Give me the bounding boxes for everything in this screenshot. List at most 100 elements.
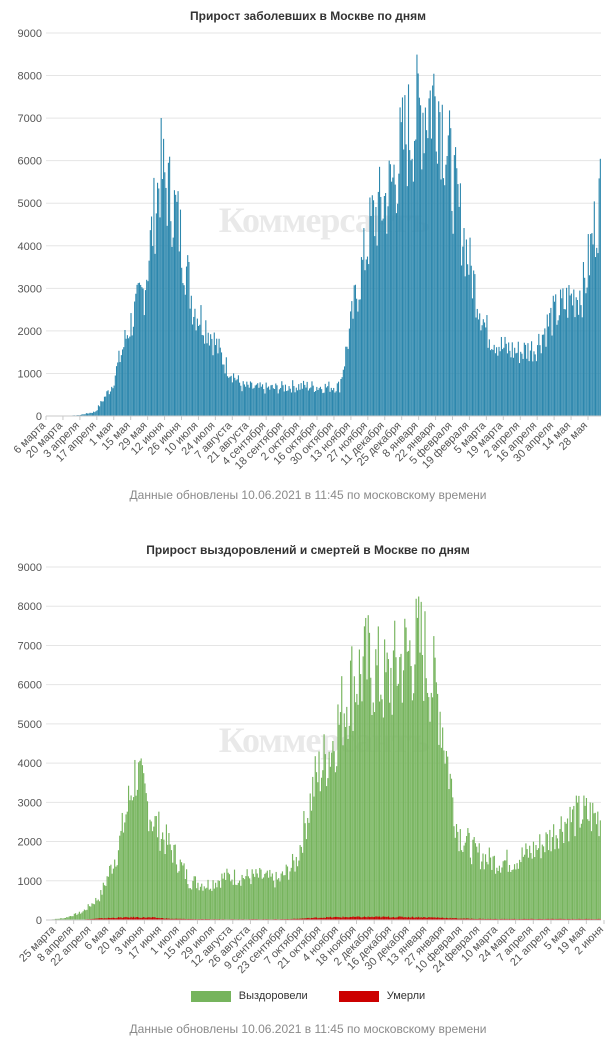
- y-tick-label: 1000: [18, 368, 42, 380]
- bar-cases: [289, 388, 291, 416]
- bar-deaths: [413, 917, 415, 920]
- bar-cases: [324, 383, 326, 416]
- bar-recovered: [69, 916, 72, 920]
- bar-deaths: [372, 917, 374, 920]
- bar-deaths: [466, 918, 468, 920]
- bar-cases: [248, 387, 250, 416]
- bar-recovered: [115, 866, 117, 920]
- bar-cases: [90, 412, 92, 416]
- bar-recovered: [308, 822, 310, 920]
- bar-recovered: [256, 873, 258, 920]
- bar-recovered: [257, 877, 260, 920]
- bar-deaths: [437, 917, 439, 920]
- bar-cases: [491, 349, 493, 416]
- bar-deaths: [445, 917, 448, 920]
- bar-cases: [590, 233, 592, 416]
- bar-cases: [190, 295, 192, 416]
- bar-recovered: [261, 878, 263, 920]
- bar-recovered: [595, 824, 598, 920]
- bar-deaths: [160, 918, 162, 920]
- bar-recovered: [111, 873, 113, 920]
- bar-deaths: [386, 917, 388, 920]
- bar-cases: [403, 149, 405, 417]
- bar-recovered: [445, 750, 448, 920]
- bar-cases: [574, 317, 576, 416]
- legend-item-deaths[interactable]: Умерли: [338, 990, 425, 1002]
- bar-cases: [440, 179, 442, 416]
- bar-recovered: [250, 884, 252, 920]
- bar-recovered: [569, 806, 571, 920]
- bar-deaths: [439, 917, 441, 920]
- bar-cases: [322, 393, 324, 416]
- bar-deaths: [124, 917, 126, 920]
- bar-recovered: [290, 867, 292, 920]
- bar-cases: [572, 305, 574, 416]
- bar-deaths: [438, 917, 440, 920]
- bar-deaths: [460, 918, 463, 920]
- bar-deaths: [392, 916, 395, 920]
- bar-cases: [539, 345, 541, 416]
- bar-deaths: [385, 916, 387, 920]
- bar-recovered: [72, 916, 74, 920]
- legend-item-recovered[interactable]: Выздоровели: [190, 990, 308, 1002]
- bar-cases: [370, 215, 372, 416]
- bar-cases: [138, 282, 141, 416]
- bar-cases: [333, 387, 335, 416]
- bar-recovered: [342, 745, 344, 920]
- bar-recovered: [500, 872, 502, 920]
- bar-cases: [385, 193, 387, 416]
- bar-recovered: [397, 683, 400, 920]
- bar-recovered: [588, 820, 590, 920]
- bar-deaths: [471, 918, 473, 920]
- bar-recovered: [323, 734, 325, 920]
- bar-cases: [261, 384, 264, 416]
- bar-cases: [257, 383, 259, 416]
- y-tick-label: 5000: [18, 198, 42, 210]
- bar-cases: [551, 335, 553, 416]
- bar-deaths: [100, 918, 102, 920]
- bar-cases: [184, 294, 186, 416]
- bar-cases: [366, 256, 369, 416]
- bar-recovered: [404, 618, 406, 920]
- bar-cases: [298, 384, 300, 416]
- bar-cases: [552, 295, 554, 416]
- bar-cases: [405, 144, 407, 416]
- bar-cases: [211, 338, 213, 416]
- bar-cases: [260, 386, 262, 416]
- bar-recovered: [157, 837, 159, 920]
- bar-cases: [254, 385, 256, 416]
- bar-recovered: [440, 747, 442, 920]
- bar-deaths: [380, 917, 382, 920]
- bar-recovered: [54, 918, 56, 920]
- bar-cases: [524, 344, 527, 416]
- bar-cases: [469, 237, 471, 416]
- bar-cases: [316, 386, 318, 416]
- bar-deaths: [355, 916, 357, 920]
- bar-recovered: [592, 802, 594, 920]
- bar-cases: [241, 391, 243, 416]
- bar-cases: [594, 257, 597, 416]
- bar-deaths: [433, 917, 435, 920]
- bar-recovered: [139, 760, 141, 920]
- bar-cases: [131, 335, 133, 416]
- bar-cases: [381, 220, 383, 416]
- bar-cases: [356, 298, 358, 416]
- bar-cases: [204, 343, 206, 416]
- bar-recovered: [548, 850, 550, 920]
- bar-cases: [216, 338, 218, 416]
- bar-recovered: [493, 855, 495, 920]
- bar-cases: [480, 330, 482, 416]
- bar-recovered: [447, 756, 449, 920]
- bar-recovered: [348, 725, 350, 920]
- bar-deaths: [377, 916, 379, 920]
- bar-cases: [115, 366, 118, 416]
- bar-deaths: [187, 918, 189, 920]
- bar-deaths: [553, 918, 555, 920]
- bar-cases: [424, 107, 426, 416]
- bar-recovered: [236, 885, 238, 920]
- bar-cases: [447, 135, 449, 416]
- bar-deaths: [339, 917, 342, 920]
- bar-cases: [224, 373, 226, 416]
- bar-recovered: [339, 712, 342, 920]
- bar-cases: [265, 382, 267, 416]
